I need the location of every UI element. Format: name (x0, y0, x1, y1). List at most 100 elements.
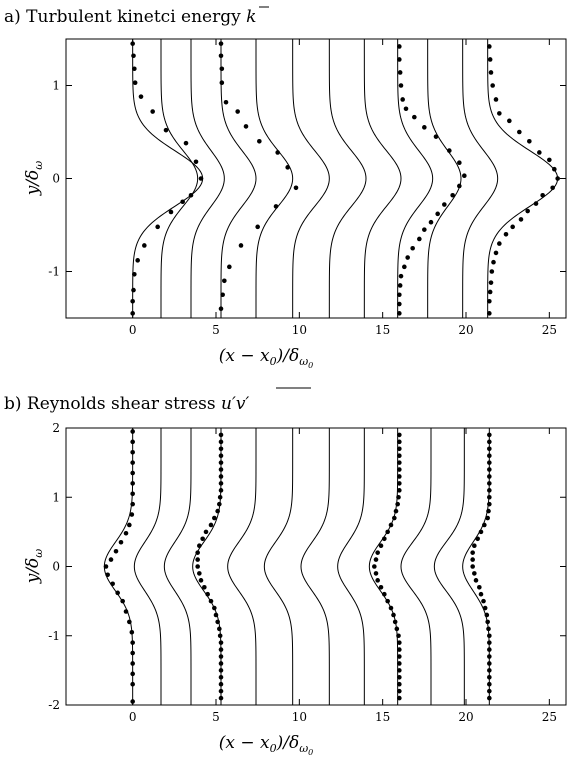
experimental-point (150, 109, 155, 114)
model-profile-line (192, 428, 222, 705)
xlabel-sub2: 0 (308, 361, 313, 370)
experimental-point (450, 192, 455, 198)
experimental-point (487, 57, 493, 62)
experimental-point (552, 166, 557, 172)
experimental-point (275, 150, 280, 155)
xlabel-sub1-b: ω (299, 742, 308, 755)
experimental-point (235, 109, 240, 114)
experimental-point (222, 278, 227, 284)
experimental-point (473, 578, 479, 583)
experimental-point (397, 453, 402, 459)
experimental-point (397, 283, 403, 288)
experimental-point (218, 460, 224, 465)
panel-a-xlabel: (x − x0)/δω0 (219, 346, 314, 370)
experimental-point (205, 591, 210, 597)
experimental-point (218, 654, 224, 659)
experimental-point (219, 66, 225, 72)
experimental-point (397, 432, 402, 438)
experimental-point (218, 481, 224, 486)
experimental-point (547, 157, 552, 163)
experimental-point (130, 681, 135, 687)
experimental-point (487, 654, 492, 659)
experimental-point (527, 139, 532, 144)
experimental-point (255, 224, 260, 230)
experimental-point (227, 264, 232, 270)
experimental-point (555, 176, 560, 181)
experimental-point (397, 460, 402, 465)
experimental-point (475, 536, 480, 542)
experimental-point (217, 494, 223, 500)
experimental-point (397, 647, 402, 652)
experimental-point (197, 543, 202, 549)
experimental-point (218, 432, 224, 438)
experimental-point (138, 94, 144, 99)
experimental-point (477, 584, 482, 590)
experimental-point (218, 675, 224, 680)
xlabel-main: (x − x (219, 346, 270, 366)
experimental-point (193, 159, 199, 165)
x-tick-label: 15 (375, 710, 390, 724)
experimental-point (478, 591, 484, 597)
experimental-point (428, 219, 434, 225)
y-tick-label: 1 (52, 490, 60, 504)
model-profile-line (163, 428, 192, 705)
experimental-point (397, 301, 402, 307)
experimental-point (397, 439, 402, 445)
experimental-point (447, 148, 452, 153)
experimental-point (489, 269, 495, 274)
experimental-point (487, 668, 492, 673)
experimental-point (487, 494, 492, 500)
experimental-point (398, 273, 404, 279)
experimental-point (198, 578, 204, 583)
experimental-point (223, 99, 229, 105)
x-tick-label: 5 (212, 710, 220, 724)
experimental-point (487, 501, 492, 507)
experimental-point (218, 661, 224, 666)
x-tick-label: 20 (458, 323, 473, 337)
experimental-point (487, 675, 492, 680)
ylabel-sub: ω (32, 161, 45, 170)
plot-frame (65, 38, 567, 319)
experimental-point (487, 633, 492, 639)
experimental-point (397, 44, 402, 49)
y-tick-label: -1 (48, 265, 60, 279)
experimental-point (257, 139, 262, 144)
experimental-point (195, 550, 200, 555)
experimental-point (110, 581, 115, 587)
experimental-point (130, 460, 135, 465)
experimental-point (487, 488, 492, 493)
xlabel-sub1: ω (299, 355, 308, 368)
x-tick-label: 5 (212, 323, 220, 337)
experimental-point (135, 258, 140, 263)
experimental-point (132, 66, 137, 72)
experimental-point (487, 695, 492, 701)
experimental-point (397, 446, 402, 452)
experimental-point (396, 494, 401, 500)
y-tick-label: 1 (52, 79, 60, 93)
panel-a-ylabel: y/δω (23, 161, 45, 197)
experimental-point (493, 97, 499, 102)
model-profile-line (328, 39, 367, 318)
experimental-point (130, 311, 135, 316)
x-tick-label: 25 (542, 710, 557, 724)
model-profile-line (160, 39, 199, 318)
experimental-point (388, 605, 394, 611)
experimental-point (433, 134, 439, 139)
experimental-point (487, 432, 492, 438)
experimental-point (218, 647, 224, 652)
experimental-point (118, 539, 124, 545)
experimental-point (130, 449, 135, 455)
model-profile-line (220, 39, 257, 318)
experimental-point (142, 243, 147, 248)
model-profile-line (227, 428, 257, 705)
experimental-point (405, 255, 410, 260)
experimental-point (393, 508, 399, 514)
experimental-point (131, 53, 136, 59)
experimental-point (130, 671, 135, 677)
experimental-point (382, 536, 387, 542)
experimental-point (487, 298, 492, 304)
model-profile-line (462, 39, 499, 318)
experimental-point (487, 446, 492, 452)
experimental-point (123, 609, 129, 614)
